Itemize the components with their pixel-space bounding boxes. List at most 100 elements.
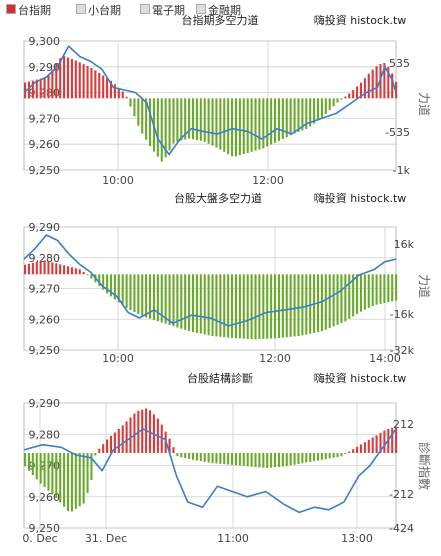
bar xyxy=(266,98,269,147)
bar xyxy=(352,90,355,99)
bar xyxy=(207,98,210,144)
bar xyxy=(86,274,89,276)
bar xyxy=(98,274,101,286)
bar xyxy=(109,274,113,297)
chart-title: 台股大盤多空力道 xyxy=(174,191,262,205)
legend-item[interactable]: 金融期 xyxy=(196,2,241,18)
bar xyxy=(63,56,66,99)
bar xyxy=(31,453,34,476)
y-right-tick-label: -212 xyxy=(389,488,414,501)
y-tick-label: 9,260 xyxy=(29,138,61,151)
bar xyxy=(391,274,394,302)
series-line xyxy=(23,234,397,327)
bar xyxy=(250,453,253,467)
bar xyxy=(102,274,105,290)
legend-label: 小台期 xyxy=(88,4,121,17)
bar xyxy=(172,274,175,327)
x-tick-label: 12:00 xyxy=(259,352,291,365)
bar xyxy=(301,274,304,336)
bar xyxy=(203,274,206,335)
bar xyxy=(332,274,335,327)
bar xyxy=(328,274,331,329)
bar xyxy=(27,453,31,471)
bar xyxy=(145,98,148,140)
bar xyxy=(39,78,42,99)
y-right-tick-label: 16k xyxy=(394,238,415,251)
y-right-tick-label: -535 xyxy=(385,126,410,139)
bar xyxy=(309,98,312,127)
bar xyxy=(359,444,363,453)
bar xyxy=(344,453,347,454)
bar xyxy=(254,274,257,340)
bar xyxy=(63,453,66,507)
bar xyxy=(47,453,50,491)
bar xyxy=(164,274,167,324)
bar xyxy=(223,274,226,338)
bar xyxy=(219,98,222,150)
bar xyxy=(215,274,218,337)
bar xyxy=(309,453,312,462)
bar xyxy=(172,447,175,453)
bar xyxy=(133,98,136,117)
bar xyxy=(51,262,54,275)
x-tick-label: 0. Dec xyxy=(22,532,57,545)
bar xyxy=(180,98,183,141)
bar xyxy=(86,453,89,493)
bar xyxy=(262,453,265,468)
bar xyxy=(98,448,101,453)
bar xyxy=(289,453,292,466)
bar xyxy=(285,98,288,138)
bar xyxy=(156,274,159,322)
x-tick-label: 10:00 xyxy=(102,352,134,365)
legend-label: 電子期 xyxy=(152,4,185,17)
bar xyxy=(35,261,38,275)
bar xyxy=(363,78,366,99)
legend-label: 金融期 xyxy=(208,4,241,17)
bar xyxy=(160,424,163,453)
bar xyxy=(43,453,46,488)
y-right-tick-label: -424 xyxy=(389,522,414,535)
bar xyxy=(90,453,93,480)
bar xyxy=(164,98,167,158)
bar xyxy=(285,453,288,467)
bar xyxy=(191,453,195,460)
bar xyxy=(387,274,390,303)
legend-item[interactable]: 電子期 xyxy=(140,2,185,18)
bar xyxy=(340,453,343,457)
bar xyxy=(141,98,144,134)
bar xyxy=(332,98,335,107)
bar xyxy=(348,451,351,453)
bar xyxy=(238,98,241,156)
bar xyxy=(258,453,261,468)
legend-label: 台指期 xyxy=(18,4,51,17)
bar xyxy=(367,73,370,99)
bar xyxy=(227,98,230,155)
bar xyxy=(316,98,320,121)
bar xyxy=(379,432,382,453)
bar xyxy=(383,274,386,304)
bar xyxy=(199,453,202,462)
bar xyxy=(234,453,238,466)
legend-item[interactable]: 小台期 xyxy=(76,2,121,18)
bar xyxy=(172,98,175,144)
bar xyxy=(39,453,42,484)
legend-swatch xyxy=(6,4,16,14)
legend-item[interactable]: 台指期 xyxy=(6,2,51,18)
y-tick-label: 9,280 xyxy=(29,428,61,441)
bar xyxy=(70,453,73,512)
bar xyxy=(39,260,42,275)
bar xyxy=(195,98,198,141)
bar xyxy=(184,98,187,140)
bar xyxy=(160,274,163,323)
bar xyxy=(320,453,323,460)
bar xyxy=(78,453,81,507)
bar xyxy=(125,96,128,99)
y-tick-label: 9,290 xyxy=(29,397,61,410)
bar xyxy=(27,263,31,275)
bar xyxy=(133,274,136,312)
bar xyxy=(137,98,140,126)
bar xyxy=(106,439,109,453)
bar xyxy=(359,274,363,312)
